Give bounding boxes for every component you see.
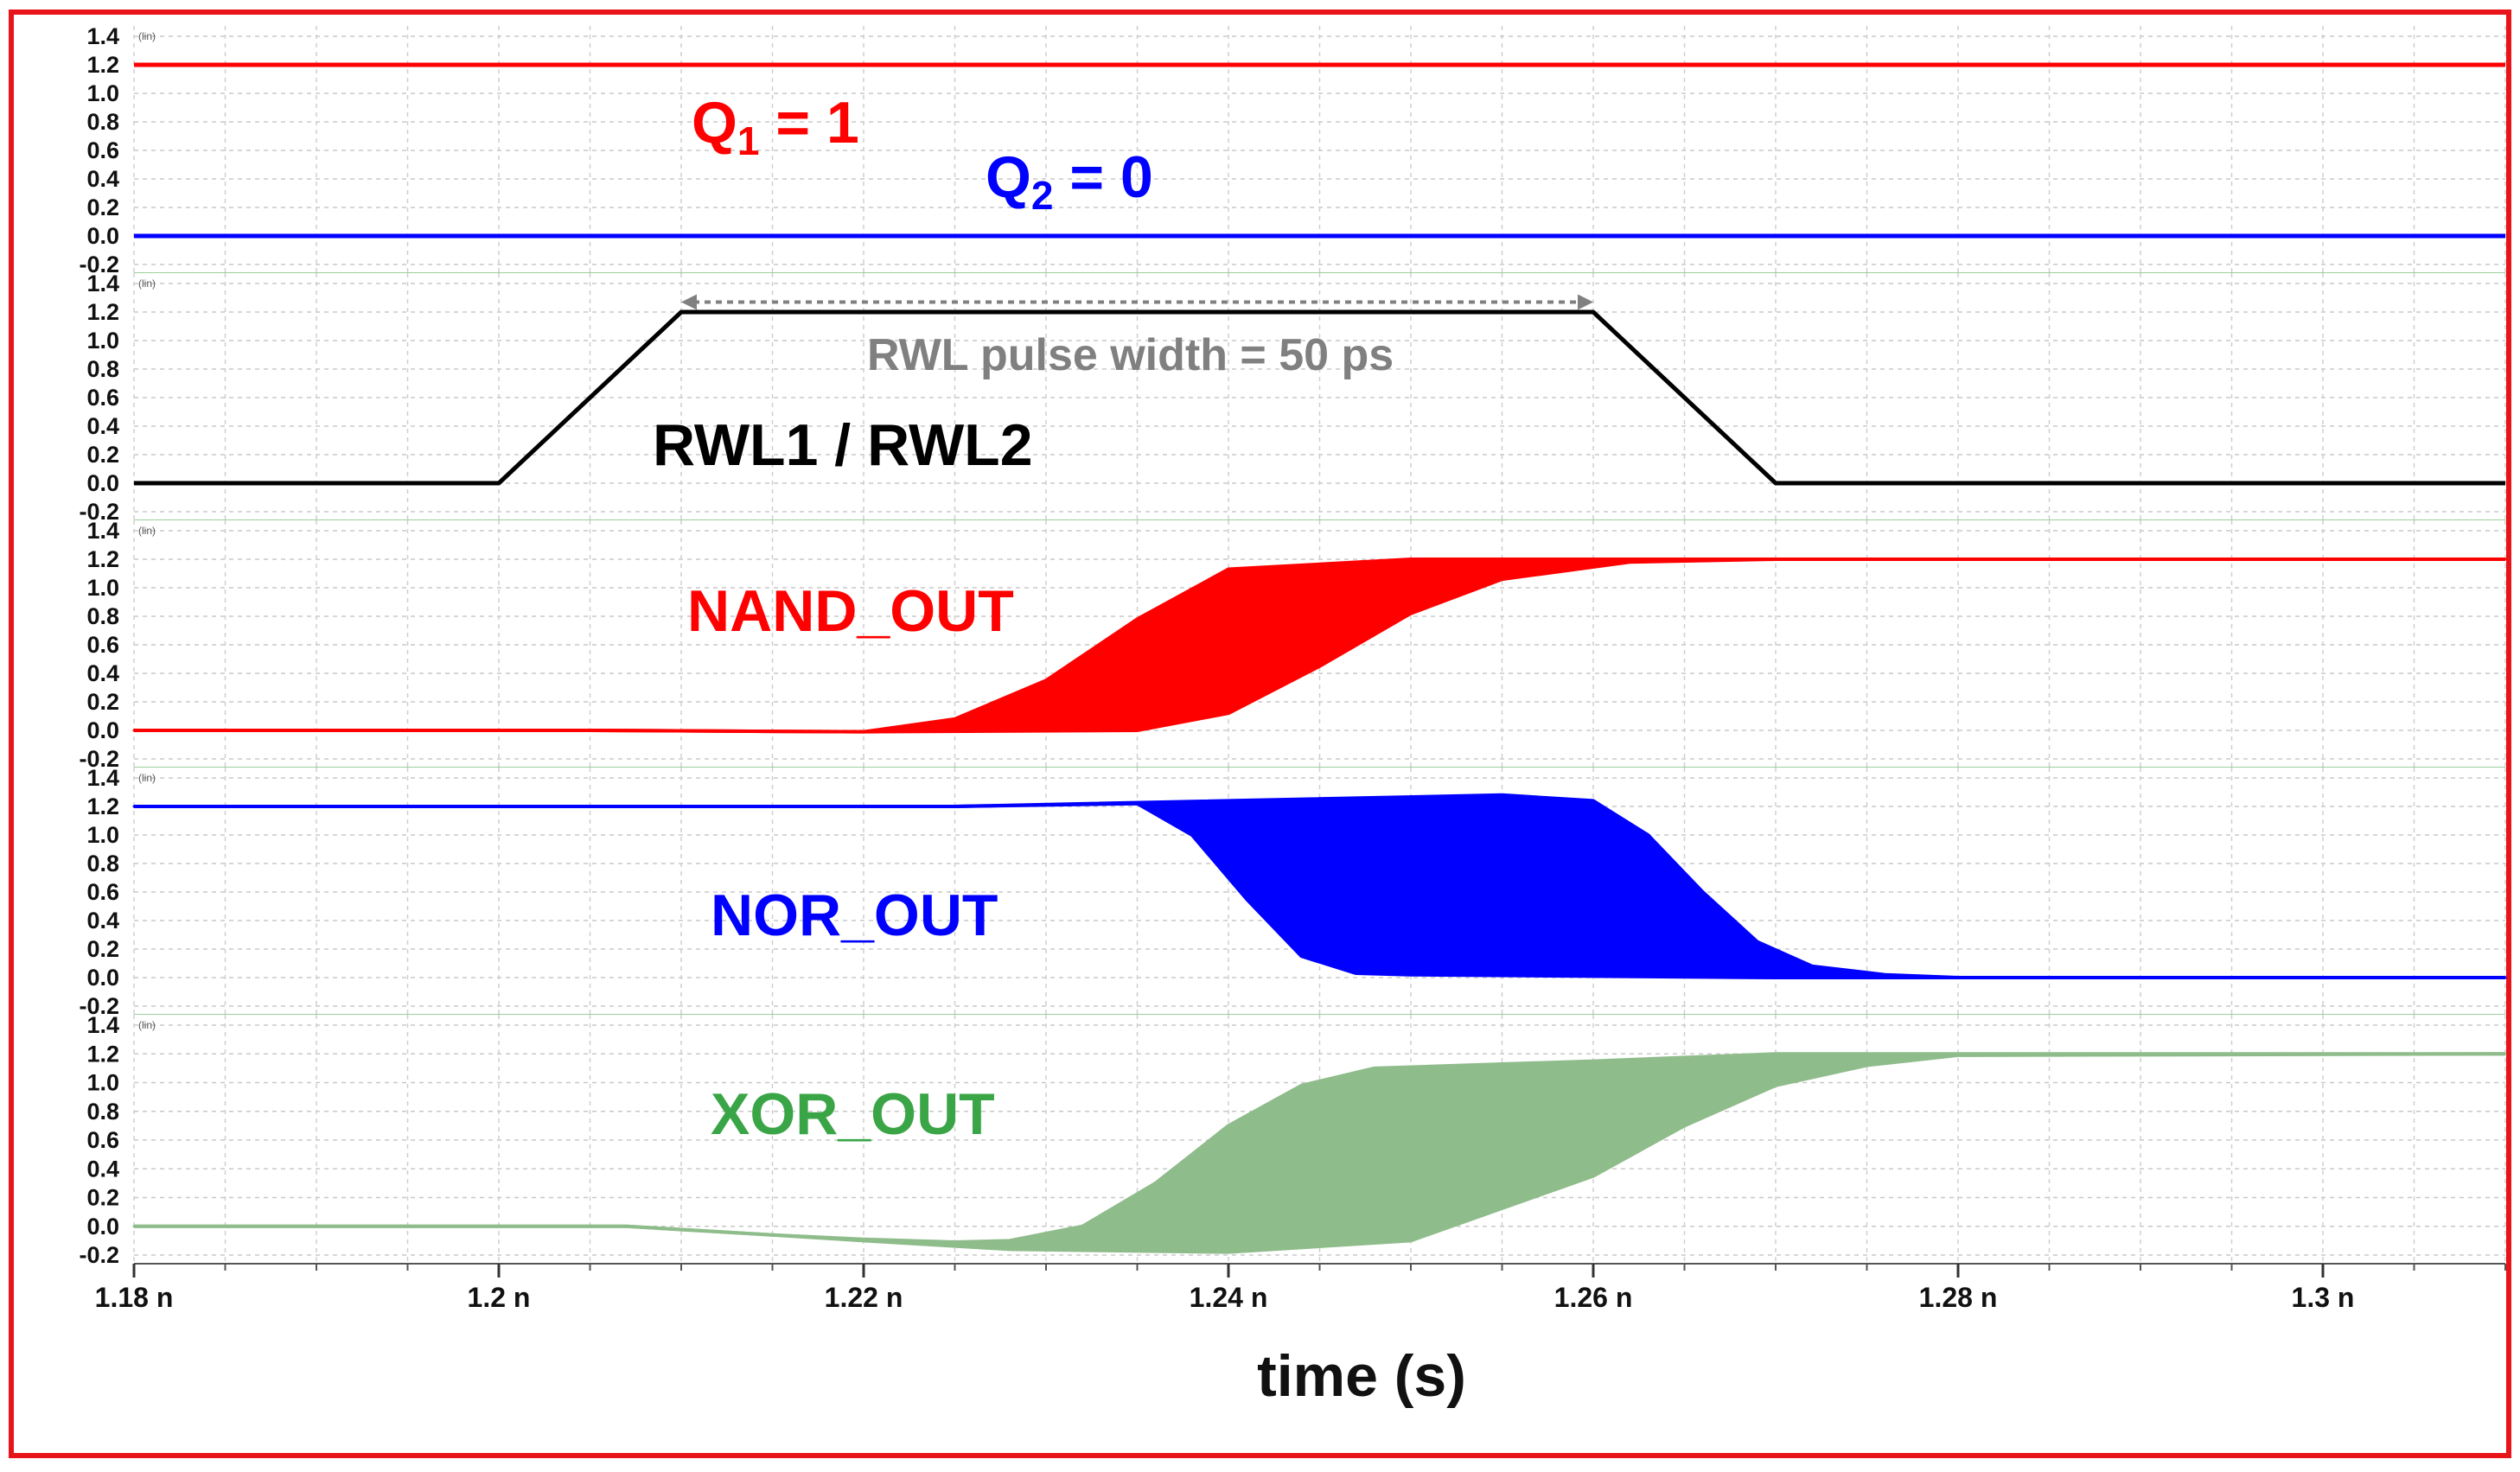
q1-annotation: Q1 = 1 bbox=[692, 90, 859, 163]
xor-annotation: XOR_OUT bbox=[711, 1081, 995, 1147]
x-tick-label: 1.2 n bbox=[468, 1282, 531, 1313]
y-tick-label: 1.2 bbox=[86, 546, 119, 572]
y-tick-label: 0.4 bbox=[86, 1156, 119, 1182]
y-tick-label: 1.0 bbox=[86, 80, 119, 106]
y-tick-label: 0.2 bbox=[86, 936, 119, 962]
y-tick-label: 1.4 bbox=[86, 271, 119, 296]
arrow-head-right bbox=[1578, 294, 1593, 310]
y-tick-label: 1.4 bbox=[86, 518, 119, 544]
x-tick-label: 1.22 n bbox=[825, 1282, 903, 1313]
x-tick-label: 1.26 n bbox=[1554, 1282, 1633, 1313]
y-tick-label: 0.8 bbox=[86, 356, 119, 382]
series-line bbox=[134, 558, 2505, 734]
panel-nor-out: 1.41.2 1.0 0.8 0.6 0.40.2 0.0-0.2 (lin) bbox=[79, 765, 2507, 1019]
y-tick-label: 0.8 bbox=[86, 109, 119, 135]
y-tick-label: 1.4 bbox=[86, 23, 119, 49]
y-tick-label: 1.4 bbox=[86, 765, 119, 791]
y-tick-label: 0.8 bbox=[86, 1099, 119, 1125]
panel-q: 1.4 1.21.0 0.80.6 0.40.2 0.0 -0.2 (lin) bbox=[79, 23, 2506, 277]
x-axis: 1.18 n 1.2 n 1.22 n 1.24 n 1.26 n 1.28 n 1.3 n bbox=[95, 1263, 2506, 1313]
panel-xor-out: 1.4 1.2 1.0 0.80.6 0.4 0.2 0.0 -0.2 (lin) bbox=[79, 1012, 2507, 1268]
y-tick-label: 1.0 bbox=[86, 575, 119, 601]
y-tick-label: 1.4 bbox=[86, 1012, 119, 1038]
y-tick-label: 1.2 bbox=[86, 52, 119, 78]
scale-tag: (lin) bbox=[138, 1019, 156, 1031]
y-tick-label: 1.2 bbox=[86, 1041, 119, 1067]
scale-tag: (lin) bbox=[138, 525, 156, 537]
y-tick-label: 1.2 bbox=[86, 299, 119, 325]
y-tick-label: 0.2 bbox=[86, 194, 119, 220]
series-line bbox=[134, 793, 2505, 979]
y-tick-label: 0.2 bbox=[86, 442, 119, 468]
y-tick-label: 1.0 bbox=[86, 1070, 119, 1096]
nand-annotation: NAND_OUT bbox=[687, 578, 1014, 644]
x-tick-label: 1.24 n bbox=[1190, 1282, 1268, 1313]
y-tick-label: 0.2 bbox=[86, 689, 119, 715]
y-tick-label: 1.0 bbox=[86, 328, 119, 354]
y-tick-label: 0.6 bbox=[86, 632, 119, 658]
y-tick-label: -0.2 bbox=[79, 499, 119, 525]
y-tick-label: -0.2 bbox=[79, 993, 119, 1019]
y-tick-label: 0.6 bbox=[86, 385, 119, 411]
scale-tag: (lin) bbox=[138, 30, 156, 42]
y-tick-label: 0.4 bbox=[86, 413, 119, 439]
panels: 1.41.21.00.80.60.40.20.0-0.2(lin)1.41.21… bbox=[79, 23, 2507, 1268]
y-tick-label: 1.2 bbox=[86, 793, 119, 819]
y-tick-label: 0.0 bbox=[86, 717, 119, 743]
y-tick-label: 0.6 bbox=[86, 879, 119, 905]
arrow-head-left bbox=[681, 294, 697, 310]
y-tick-label: 0.8 bbox=[86, 603, 119, 629]
y-tick-label: -0.2 bbox=[79, 252, 119, 277]
y-tick-label: 0.6 bbox=[86, 137, 119, 163]
y-tick-label: 0.8 bbox=[86, 851, 119, 876]
x-tick-label: 1.28 n bbox=[1919, 1282, 1998, 1313]
series-line bbox=[134, 1052, 2506, 1254]
y-tick-label: 0.0 bbox=[86, 1214, 119, 1239]
y-tick-label: 0.2 bbox=[86, 1185, 119, 1211]
y-tick-label: 0.0 bbox=[86, 965, 119, 991]
series-rwl1-rwl2 bbox=[134, 309, 2505, 486]
y-tick-label: 0.4 bbox=[86, 660, 119, 686]
y-tick-label: -0.2 bbox=[79, 1242, 119, 1268]
pulse-width-annotation: RWL pulse width = 50 ps bbox=[867, 330, 1394, 380]
y-tick-label: 0.4 bbox=[86, 166, 119, 192]
q2-annotation: Q2 = 0 bbox=[986, 144, 1153, 218]
y-tick-label: -0.2 bbox=[79, 746, 119, 772]
pulse-width-arrow bbox=[681, 294, 1593, 310]
x-axis-label: time (s) bbox=[1257, 1343, 1466, 1409]
panel-nand-out: 1.41.2 1.00.8 0.60.4 0.20.0 -0.2 (lin) bbox=[79, 518, 2507, 772]
y-tick-label: 0.4 bbox=[86, 908, 119, 934]
nor-annotation: NOR_OUT bbox=[711, 883, 998, 948]
panel-rwl: 1.4 1.2 1.00.8 0.60.4 0.20.0 -0.2 (lin) bbox=[79, 271, 2506, 525]
x-tick-label: 1.3 n bbox=[2292, 1282, 2355, 1313]
y-tick-label: 0.0 bbox=[86, 223, 119, 249]
rwl-annotation: RWL1 / RWL2 bbox=[653, 412, 1033, 478]
scale-tag: (lin) bbox=[138, 277, 156, 290]
x-tick-label: 1.18 n bbox=[95, 1282, 174, 1313]
y-tick-label: 1.0 bbox=[86, 822, 119, 848]
y-tick-label: 0.6 bbox=[86, 1127, 119, 1153]
scale-tag: (lin) bbox=[138, 772, 156, 784]
y-tick-label: 0.0 bbox=[86, 470, 119, 496]
